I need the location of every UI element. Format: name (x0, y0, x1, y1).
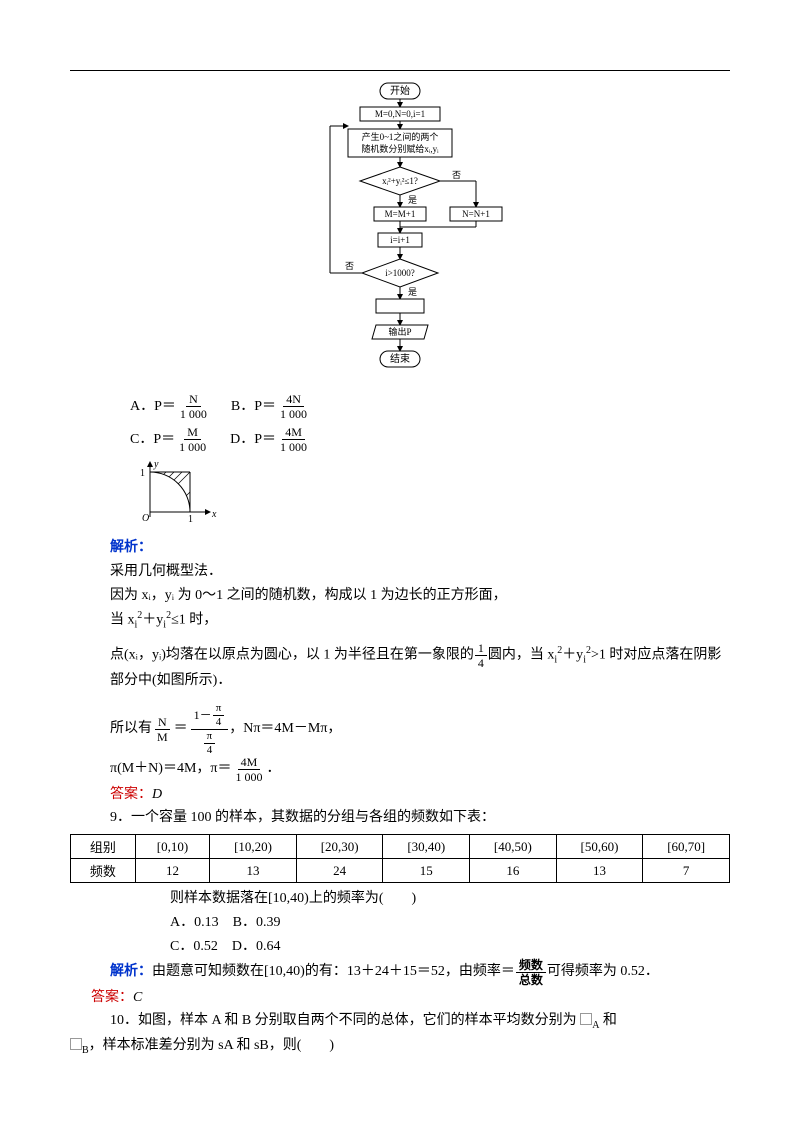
option-a-den: 1 000 (177, 407, 210, 420)
q9-opts-cd: C．0.52 D．0.64 (170, 935, 730, 959)
table-row-data: 频数 12 13 24 15 16 13 7 (71, 859, 730, 883)
fc-cond1: xᵢ²+yᵢ²≤1? (382, 176, 418, 186)
q9-opt-d: D．0.64 (232, 939, 281, 954)
option-a: A．P＝ N1 000 (130, 393, 211, 420)
analysis-eq: 所以有 NM ＝ 1－ π4 π4 ，Nπ＝4M－Mπ， (110, 703, 730, 756)
q9-opts-ab: A．0.13 B．0.39 (170, 911, 730, 935)
q9-answer: 答案：C (70, 986, 730, 1010)
q9-analysis-label: 解析： (110, 960, 152, 984)
q9-opt-c: C．0.52 (170, 939, 218, 954)
option-d-num: 4M (282, 426, 305, 440)
fc-out: 输出P (388, 326, 411, 337)
analysis-heading: 解析： (110, 536, 730, 560)
analysis-l4: 点(xᵢ，yᵢ)均落在以原点为圆心，以 1 为半径且在第一象限的14圆内，当 x… (110, 642, 730, 693)
q9-analysis: 解析： 由题意可知频数在[10,40)的有：13＋24＋15＝52，由频率＝ 频… (110, 959, 730, 986)
tick-y: 1 (140, 468, 145, 479)
y-label: y (153, 459, 159, 470)
quarter-graph: x y O 1 1 (130, 457, 730, 532)
fc-yes1: 是 (408, 195, 417, 205)
analysis-heading-text: 解析： (110, 540, 152, 555)
option-c-label: C．P＝ (130, 433, 175, 447)
option-b-den: 1 000 (277, 407, 310, 420)
q9-stem: 9．一个容量 100 的样本，其数据的分组与各组的频数如下表： (110, 806, 730, 830)
option-c-num: M (184, 426, 201, 440)
option-b: B．P＝ 4N1 000 (231, 393, 311, 420)
option-a-label: A．P＝ (130, 400, 176, 414)
q9-table: 组别 [0,10) [10,20) [20,30) [30,40) [40,50… (70, 834, 730, 883)
fc-m: M=M+1 (385, 209, 416, 219)
option-b-label: B．P＝ (231, 400, 276, 414)
q10-stem-cont: B，样本标准差分别为 sA 和 sB，则( ) (70, 1034, 730, 1059)
x-label: x (211, 509, 217, 520)
analysis-answer: 答案：D (110, 783, 730, 807)
fc-no1: 否 (452, 170, 461, 180)
q9-opt-a: A．0.13 (170, 915, 219, 930)
flowchart: 开始 M=0,N=0,i=1 产生0~1之间的两个 随机数分别赋给xᵢ,yᵢ x… (280, 81, 520, 381)
q9-answer-value: C (133, 990, 142, 1005)
option-a-num: N (186, 393, 201, 407)
origin-label: O (142, 513, 149, 524)
table-row-header: 组别 [0,10) [10,20) [20,30) [30,40) [40,50… (71, 835, 730, 859)
fc-gen1: 产生0~1之间的两个 (362, 131, 439, 142)
fc-end: 结束 (390, 352, 410, 365)
fc-cond2: i>1000? (385, 268, 415, 278)
option-d-den: 1 000 (277, 440, 310, 453)
q9-ask: 则样本数据落在[10,40)上的频率为( ) (170, 887, 730, 911)
option-c: C．P＝ M1 000 (130, 426, 210, 453)
xbar-b-icon (70, 1038, 82, 1050)
fc-no2: 否 (345, 261, 354, 271)
fc-start: 开始 (390, 84, 410, 97)
option-d-label: D．P＝ (230, 433, 276, 447)
fc-n: N=N+1 (462, 209, 490, 219)
q10-stem: 10．如图，样本 A 和 B 分别取自两个不同的总体，它们的样本平均数分别为 A… (110, 1009, 730, 1034)
answer-label: 答案： (110, 787, 152, 802)
q9-opt-b: B．0.39 (233, 915, 281, 930)
fc-yes2: 是 (408, 287, 417, 297)
fc-gen2: 随机数分别赋给xᵢ,yᵢ (361, 143, 439, 154)
answer-value: D (152, 787, 162, 802)
option-c-den: 1 000 (176, 440, 209, 453)
analysis-l2: 因为 xᵢ，yᵢ 为 0～1 之间的随机数，构成以 1 为边长的正方形面， (110, 584, 730, 608)
xbar-a-icon (580, 1013, 592, 1025)
options-row-ab: A．P＝ N1 000 B．P＝ 4N1 000 C．P＝ M1 000 D．P… (130, 393, 730, 453)
horizontal-rule (70, 70, 730, 71)
q9-answer-label: 答案： (91, 990, 133, 1005)
tick-x: 1 (188, 514, 193, 525)
analysis-l3: 当 xi2＋yi2≤1 时， (110, 607, 730, 633)
option-b-num: 4N (283, 393, 304, 407)
option-d: D．P＝ 4M1 000 (230, 426, 311, 453)
fc-i: i=i+1 (390, 235, 410, 245)
analysis-l6: π(M＋N)＝4M，π＝ 4M1 000 ． (110, 756, 730, 783)
analysis-l1: 采用几何概型法． (110, 560, 730, 584)
fc-init: M=0,N=0,i=1 (375, 109, 425, 119)
